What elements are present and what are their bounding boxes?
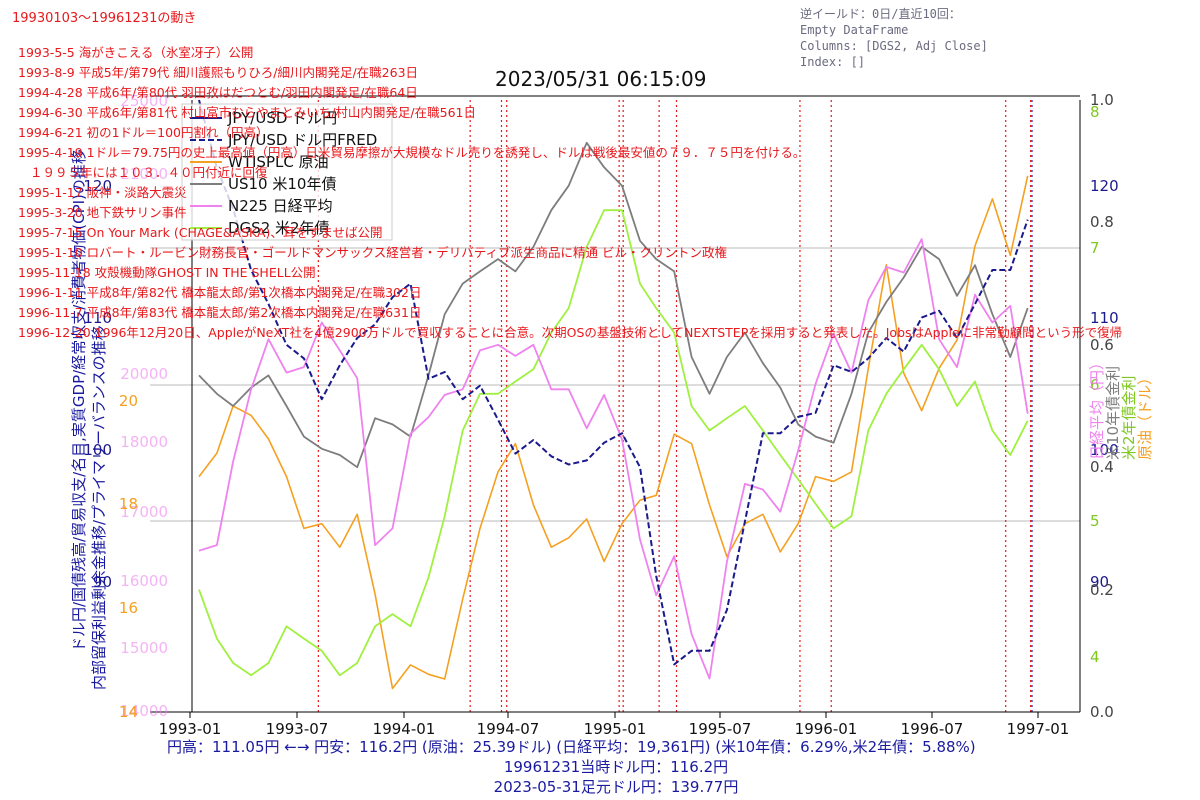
event-annotation-1: 1993-8-9 平成5年/第79代 細川護熙もりひろ/細川内閣発足/在職263… — [18, 65, 418, 80]
right-ticks: 120 110 100 90 0.0 0.2 0.4 0.6 0.8 1.0 4 5 6 7 8 — [1090, 91, 1119, 721]
dgs2-tick-2: 6 — [1090, 376, 1100, 394]
x-ticks: 1993-01 1993-07 1994-01 1994-07 1995-01 1995-… — [159, 712, 1070, 738]
nikkei-tick-1: 21000 — [120, 165, 168, 183]
x-tick-label-6: 1996-01 — [795, 720, 858, 738]
right-axis-label-nikkei: 日経平均（円） — [1088, 355, 1106, 460]
yen-left-tick-2: 100 — [83, 441, 112, 459]
nikkei-tick-3: 18000 — [120, 433, 168, 451]
right-axis-label-oil: 原油（ドル） — [1136, 370, 1154, 460]
x-tick-label-5: 1995-07 — [689, 720, 752, 738]
left-ticks: 25000 21000 20000 18000 17000 16000 15000 14000… — [83, 92, 168, 721]
x-tick-label-1: 1993-07 — [266, 720, 329, 738]
us10-tick-0: 0.0 — [1090, 703, 1114, 721]
nikkei-tick-6: 15000 — [120, 639, 168, 657]
nikkei-tick-4: 17000 — [120, 503, 168, 521]
legend-label-5: DGS2 米2年債 — [228, 219, 330, 237]
grid — [150, 247, 1080, 522]
nikkei-tick-0: 25000 — [120, 92, 168, 110]
yen-right-tick-3: 90 — [1090, 573, 1109, 591]
nikkei-tick-2: 20000 — [120, 365, 168, 383]
legend: JPY/USD ドル円 JPY/USD ドル円FRED WTISPLC 原油 US10… — [181, 103, 393, 241]
us10-tick-4: 0.8 — [1090, 213, 1114, 231]
x-tick-label-4: 1995-01 — [584, 720, 647, 738]
timestamp: 2023/05/31 06:15:09 — [495, 67, 706, 91]
event-annotation-14: 1996-12-20 1996年12月20日、AppleがNeXT社を4億290… — [18, 325, 1122, 340]
info-line-3: Index: [] — [800, 55, 865, 69]
event-annotation-9: 1995-7-15 On Your Mark (CHAGE&ASKA)、耳をすま… — [18, 225, 383, 240]
series-group — [198, 99, 1029, 690]
dgs2-tick-3: 7 — [1090, 239, 1100, 257]
info-line-2: Columns: [DGS2, Adj Close] — [800, 39, 988, 53]
nikkei-tick-7: 14000 — [120, 702, 168, 720]
info-line-1: Empty DataFrame — [800, 23, 908, 37]
series-line-us10 — [198, 141, 1029, 469]
right-axis-label-dgs2: 米2年債金利 — [1120, 375, 1138, 460]
x-tick-label-8: 1997-01 — [1007, 720, 1070, 738]
legend-label-1: JPY/USD ドル円FRED — [227, 131, 377, 149]
us10-tick-3: 0.6 — [1090, 336, 1114, 354]
dgs2-tick-1: 5 — [1090, 512, 1100, 530]
oil-tick-1: 16 — [119, 599, 138, 617]
left-axis-label-1: ドル円/国債残高/貿易収支/名目,実質GDP/経常収支/消費者物価(CPI)の推… — [70, 149, 88, 652]
yen-right-tick-1: 110 — [1090, 309, 1119, 327]
yen-right-tick-0: 120 — [1090, 177, 1119, 195]
legend-label-0: JPY/USD ドル円 — [227, 109, 337, 127]
event-annotation-8: 1995-3-20 地下鉄サリン事件 — [18, 205, 187, 220]
yen-left-tick-1: 110 — [83, 309, 112, 327]
event-annotations: 1993-5-5 海がきこえる（氷室冴子）公開 1993-8-9 平成5年/第79… — [18, 45, 1122, 340]
legend-box — [181, 103, 393, 241]
event-annotation-0: 1993-5-5 海がきこえる（氷室冴子）公開 — [18, 45, 253, 60]
event-annotation-3: 1994-6-30 平成6年/第81代 村山富市むらやまとみいち/村山内閣発足/… — [18, 105, 476, 120]
info-line-0: 逆イールド：0日/直近10回： — [800, 6, 961, 21]
event-annotation-10: 1995-1-10 ロバート・ルービン財務長官・ゴールドマンサックス経営者・デリ… — [18, 245, 727, 260]
event-annotation-4: 1994-6-21 初の1ドル＝100円割れ（円高） — [18, 125, 268, 140]
yen-left-tick-0: 120 — [83, 177, 112, 195]
event-annotation-5: 1995-4-19 1ドル＝79.75円の史上最高値（円高）日米貿易摩擦が大規模… — [18, 145, 805, 160]
us10-tick-2: 0.4 — [1090, 458, 1114, 476]
range-title: 19930103～19961231の動き — [12, 11, 196, 26]
event-lines — [317, 100, 1033, 712]
legend-label-3: US10 米10年債 — [228, 175, 336, 193]
legend-label-4: N225 日経平均 — [228, 197, 333, 215]
left-axis-label-2: 内部留保利益剰余金推移/プライマリーバランスの推移 — [90, 325, 108, 690]
legend-label-2: WTISPLC 原油 — [228, 153, 329, 171]
series-line-dgs2 — [198, 209, 1029, 677]
event-annotation-13: 1996-11-7 平成8年/第83代 橋本龍太郎/第2次橋本内閣発足/在職63… — [18, 305, 421, 320]
right-axis-label-us10: 米10年債金利 — [1104, 366, 1122, 460]
event-annotation-12: 1996-1-11 平成8年/第82代 橋本龍太郎/第1次橋本内閣発足/在職30… — [18, 285, 421, 300]
series-line-nikkei — [198, 238, 1029, 680]
oil-tick-0: 14 — [119, 703, 138, 721]
info-box: 逆イールド：0日/直近10回： Empty DataFrame Columns: [… — [800, 6, 988, 69]
x-tick-label-3: 1994-07 — [477, 720, 540, 738]
event-annotation-6: １９９５年には１０３．４０円付近に回復 — [30, 165, 268, 180]
footer-line-1: 円高：111.05円 ←→ 円安：116.2円 (原油：25.39ドル) (日経… — [167, 738, 976, 756]
dgs2-tick-4: 8 — [1090, 103, 1100, 121]
event-annotation-11: 1995-11-18 攻殻機動隊GHOST IN THE SHELL公開 — [18, 265, 316, 280]
oil-tick-2: 18 — [119, 495, 138, 513]
dgs2-tick-0: 4 — [1090, 648, 1100, 666]
event-annotation-2: 1994-4-28 平成6年/第80代 羽田孜はだつとむ/羽田内閣発足/在職64… — [18, 85, 418, 100]
event-annotation-7: 1995-1-17 阪神・淡路大震災 — [18, 185, 187, 200]
x-tick-label-7: 1996-07 — [901, 720, 964, 738]
yen-left-tick-3: 90 — [93, 573, 112, 591]
series-line-yen — [198, 99, 1029, 666]
us10-tick-5: 1.0 — [1090, 91, 1114, 109]
x-tick-label-2: 1994-01 — [373, 720, 436, 738]
yen-right-tick-2: 100 — [1090, 441, 1119, 459]
footer-line-3: 2023-05-31足元ドル円：139.77円 — [494, 778, 739, 796]
oil-tick-3: 20 — [119, 392, 138, 410]
x-tick-label-0: 1993-01 — [159, 720, 222, 738]
footer-line-2: 19961231当時ドル円：116.2円 — [504, 758, 728, 776]
us10-tick-1: 0.2 — [1090, 581, 1114, 599]
series-line-oil — [198, 175, 1029, 690]
nikkei-tick-5: 16000 — [120, 572, 168, 590]
